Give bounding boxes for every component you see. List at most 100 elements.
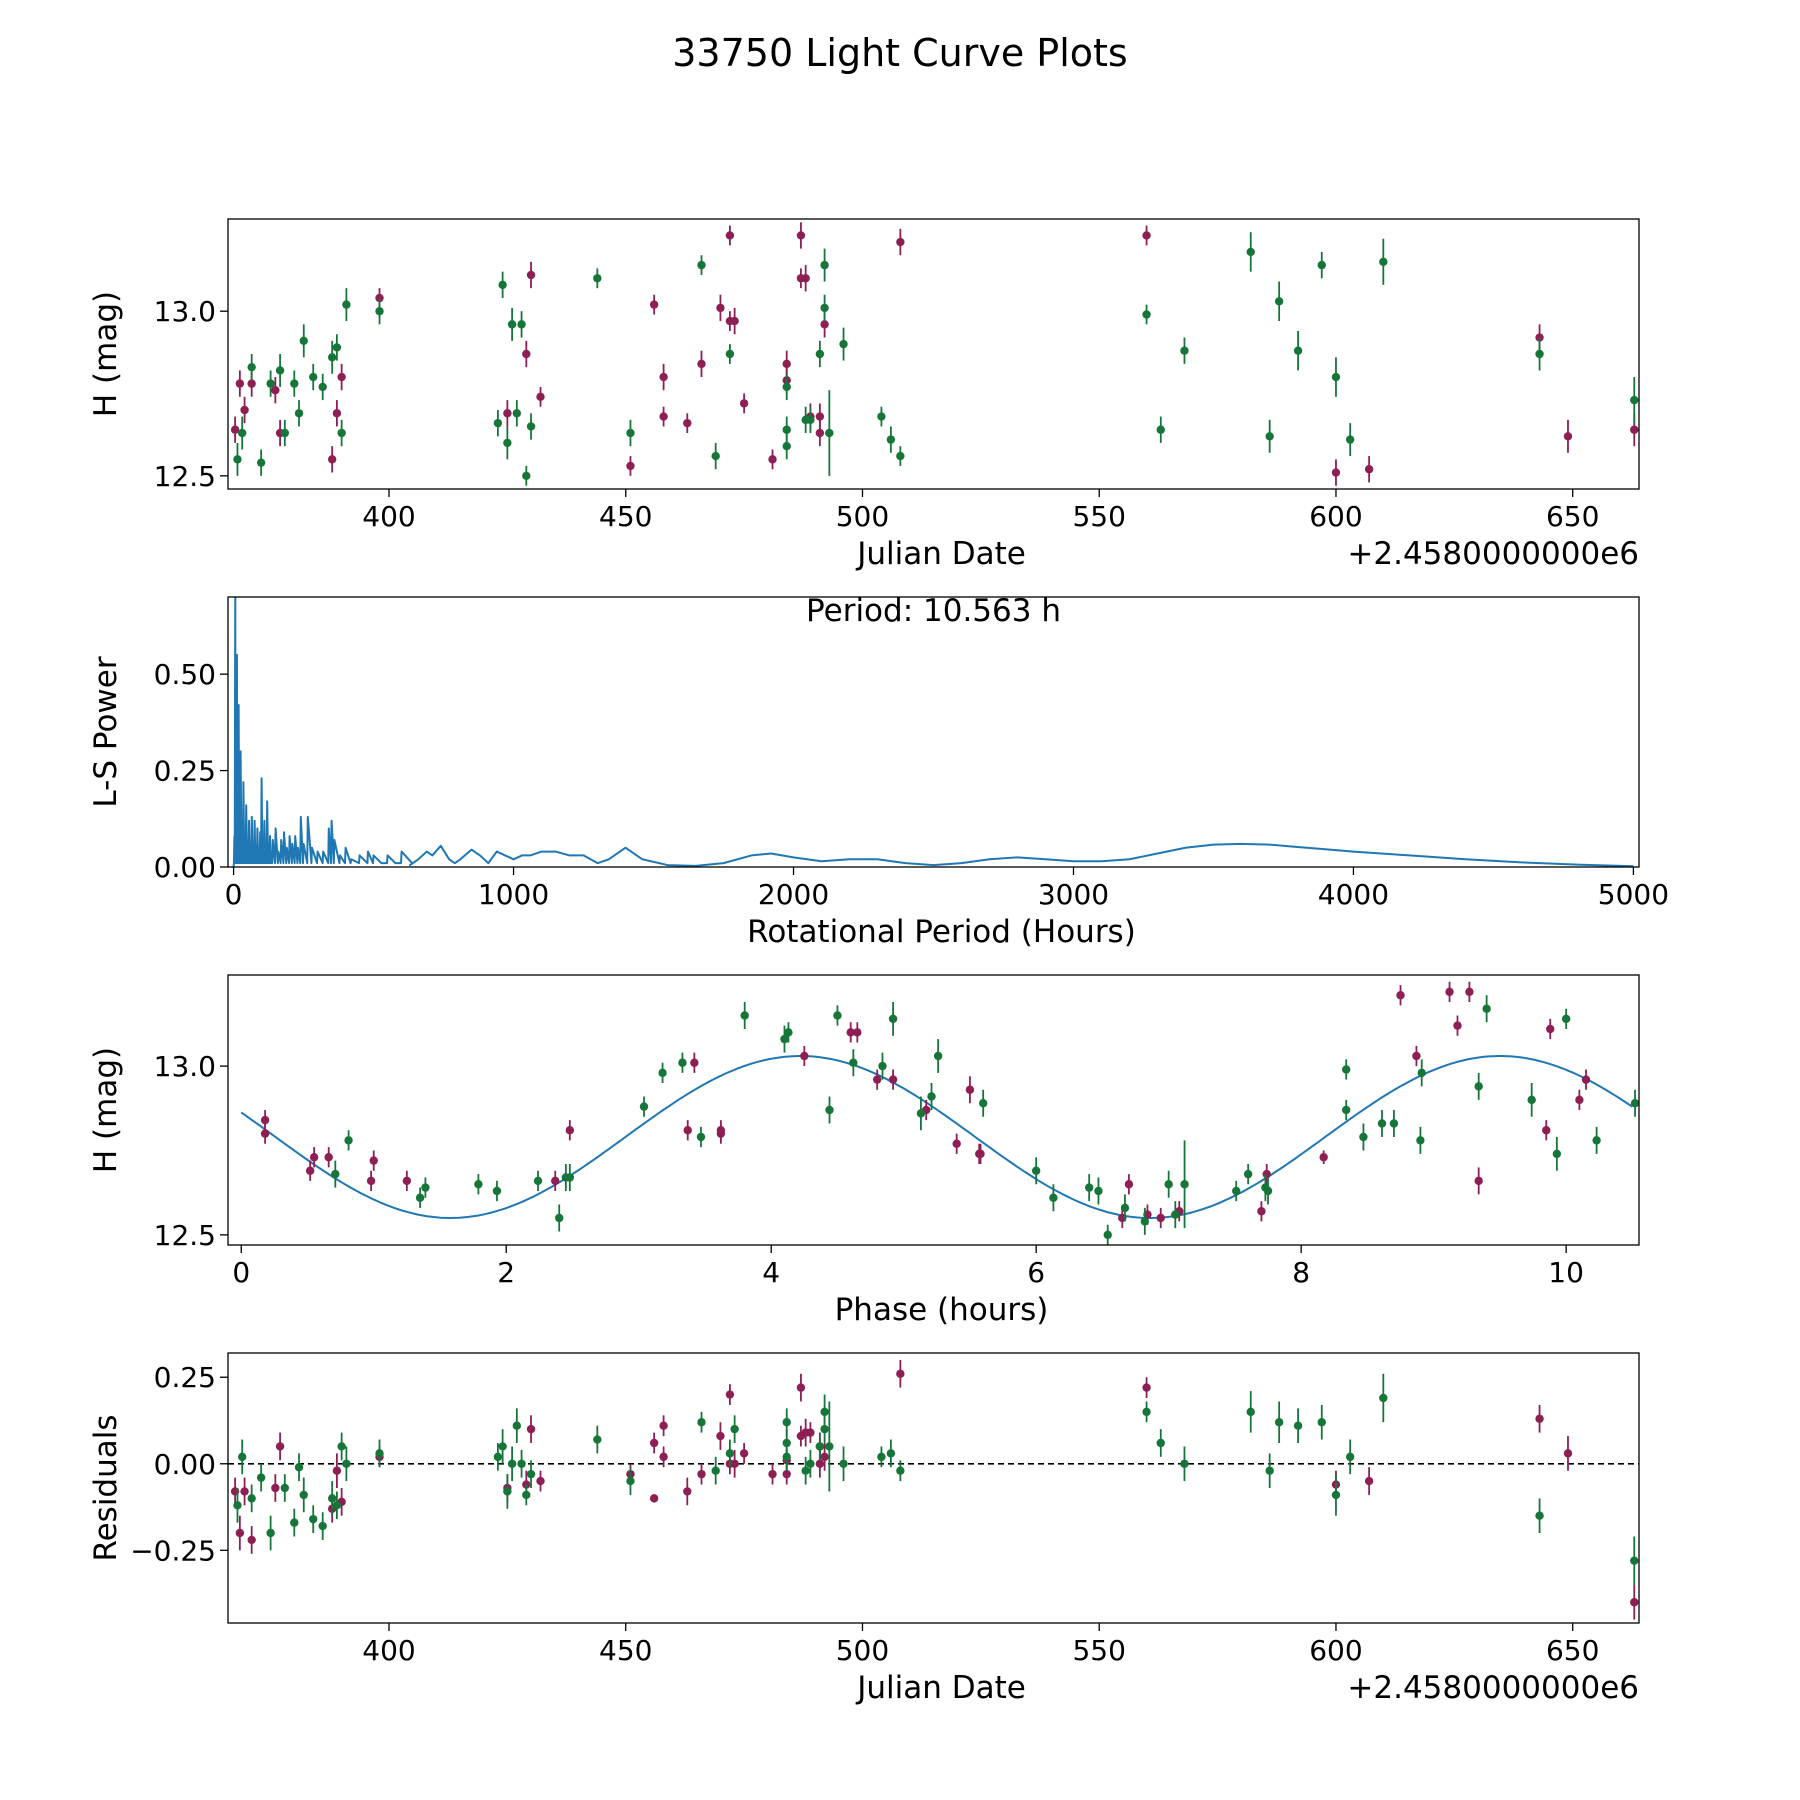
data-point <box>299 1490 308 1500</box>
y-tick-label: 12.5 <box>154 460 216 493</box>
data-point <box>820 1424 829 1434</box>
x-tick-label: 6 <box>1027 1256 1045 1289</box>
data-point <box>290 379 299 388</box>
data-point <box>1364 1476 1374 1486</box>
data-point <box>815 1459 825 1468</box>
data-point <box>801 274 810 283</box>
data-point <box>806 415 815 425</box>
data-point <box>238 428 247 438</box>
data-point <box>522 471 531 481</box>
data-point <box>1124 1180 1134 1189</box>
data-point <box>780 1034 789 1044</box>
data-point <box>1142 1407 1151 1417</box>
data-point <box>1563 1449 1573 1458</box>
data-point <box>697 359 706 369</box>
data-point <box>247 1494 256 1503</box>
x-tick-label: 4000 <box>1318 878 1389 911</box>
data-point <box>247 379 256 388</box>
data-point <box>235 379 245 388</box>
data-point <box>1482 1004 1491 1013</box>
data-point <box>796 231 806 240</box>
data-point <box>1359 1132 1368 1142</box>
data-point <box>327 455 337 464</box>
data-point <box>1535 349 1544 359</box>
data-point <box>565 1126 575 1135</box>
data-point <box>1171 1210 1180 1219</box>
data-point <box>327 1494 337 1503</box>
data-point <box>1342 1065 1351 1074</box>
data-point <box>294 409 304 418</box>
data-point <box>503 438 512 448</box>
data-point <box>1246 247 1255 257</box>
data-point <box>299 336 308 346</box>
data-point <box>1474 1082 1483 1091</box>
data-point <box>318 1521 327 1531</box>
data-point <box>327 353 337 362</box>
data-point <box>1542 1126 1551 1135</box>
data-point <box>230 425 240 434</box>
data-point <box>683 418 692 428</box>
data-point <box>1535 333 1544 342</box>
x-tick-label: 650 <box>1546 1634 1599 1667</box>
data-point <box>683 1487 692 1496</box>
data-point <box>332 409 342 418</box>
data-point <box>730 1459 739 1468</box>
data-point <box>965 1085 975 1094</box>
data-point <box>593 1435 602 1444</box>
data-point <box>1552 1149 1562 1159</box>
data-point <box>290 1518 299 1527</box>
data-point <box>782 382 791 392</box>
y-tick-label: 12.5 <box>154 1219 216 1252</box>
x-tick-label: 2 <box>497 1256 515 1289</box>
data-point <box>332 1466 342 1475</box>
data-point <box>271 1483 280 1493</box>
data-point <box>1317 260 1326 270</box>
data-point <box>238 1452 247 1462</box>
data-point <box>658 1068 667 1078</box>
data-point <box>512 1421 522 1430</box>
residuals-plot-area <box>228 1359 1639 1620</box>
data-point <box>309 1514 318 1524</box>
data-point <box>493 418 503 428</box>
x-tick-label: 3000 <box>1038 878 1109 911</box>
x-axis-label: Rotational Period (Hours) <box>747 914 1136 950</box>
data-point <box>659 1452 668 1462</box>
data-point <box>1345 1452 1355 1462</box>
data-point <box>1417 1068 1426 1078</box>
data-point <box>839 1459 848 1468</box>
data-point <box>896 451 905 461</box>
data-point <box>626 461 635 471</box>
data-point <box>1120 1203 1130 1213</box>
light-curve-red-points <box>230 222 1639 486</box>
data-point <box>725 1390 735 1399</box>
data-point <box>782 1418 791 1427</box>
data-point <box>337 1442 346 1451</box>
panel-light-curve: 400 450 500 550 600 650 12.5 13.0 Julian Date H (… <box>88 218 1640 572</box>
x-tick-label: 500 <box>836 1634 889 1667</box>
data-point <box>415 1193 425 1202</box>
data-point <box>260 1115 270 1125</box>
x-offset-label: +2.4580000000e6 <box>1347 1670 1639 1706</box>
panel-periodogram: 0 1000 2000 3000 4000 5000 0.00 0.25 0.50 Rotatio… <box>88 593 1669 950</box>
data-point <box>626 428 635 438</box>
period-annotation: Period: 10.563 h <box>806 593 1061 629</box>
phase-fold-green-points <box>331 995 1639 1245</box>
data-point <box>1535 1414 1544 1423</box>
data-point <box>1345 435 1355 444</box>
data-point <box>1474 1176 1483 1186</box>
data-point <box>659 372 668 382</box>
data-point <box>896 1369 905 1378</box>
data-point <box>517 320 526 329</box>
data-point <box>649 300 659 309</box>
data-point <box>768 455 777 464</box>
data-point <box>1293 1421 1303 1430</box>
data-point <box>853 1028 862 1037</box>
data-point <box>782 1452 791 1462</box>
y-axis-label: Residuals <box>88 1414 124 1561</box>
data-point <box>782 359 791 369</box>
axes-frame <box>227 218 1640 490</box>
data-point <box>318 382 327 392</box>
data-point <box>240 1487 249 1496</box>
y-tick-label: 0.50 <box>154 658 216 691</box>
